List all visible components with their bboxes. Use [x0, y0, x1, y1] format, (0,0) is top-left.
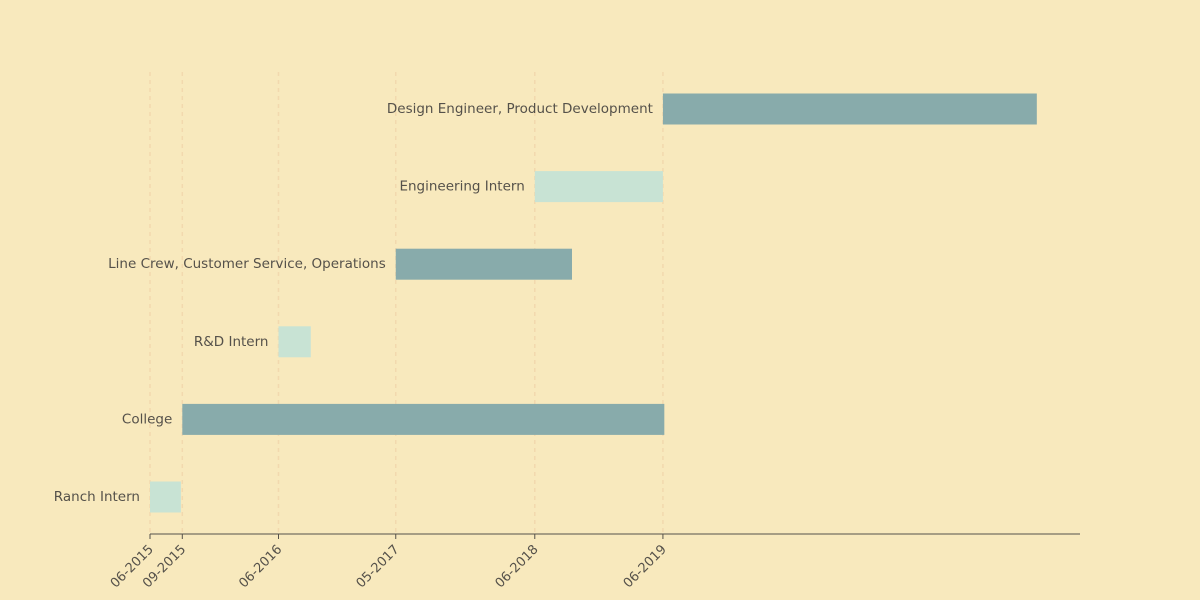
task-bar: [395, 248, 572, 280]
x-tick-label: 06-2018: [493, 542, 542, 591]
task-bar: [182, 403, 665, 435]
x-tick-label: 06-2019: [621, 542, 670, 591]
x-tick-label: 05-2017: [354, 542, 403, 591]
task-bar: [278, 326, 311, 358]
task-bar: [150, 481, 181, 513]
task-label: College: [122, 411, 172, 427]
task-label: Design Engineer, Product Development: [387, 101, 653, 117]
x-tick-label: 06-2016: [236, 542, 285, 591]
task-label: Engineering Intern: [399, 179, 524, 195]
task-label: R&D Intern: [194, 334, 269, 350]
task-bar: [534, 171, 663, 203]
task-label: Line Crew, Customer Service, Operations: [108, 256, 386, 272]
task-bar: [662, 93, 1037, 125]
task-label: Ranch Intern: [54, 489, 140, 505]
